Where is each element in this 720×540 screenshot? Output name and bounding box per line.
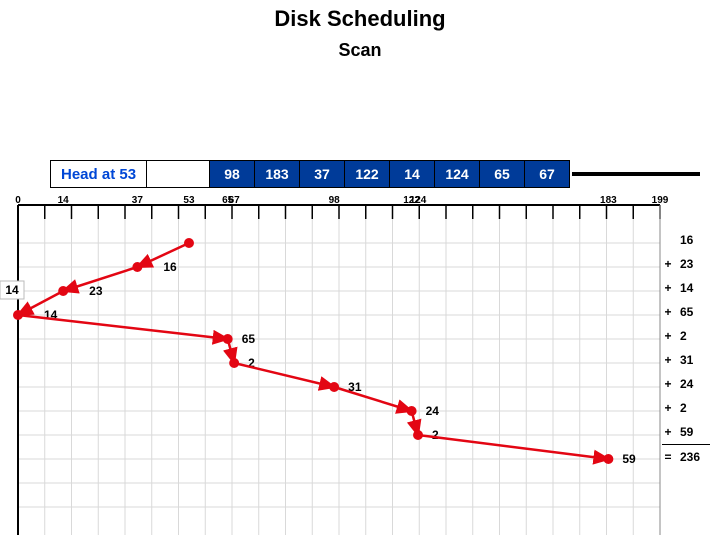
plus-sign: + <box>662 281 674 295</box>
distance-row: +59 <box>662 420 710 444</box>
distance-value: 23 <box>680 257 710 271</box>
distance-row: +14 <box>662 276 710 300</box>
queue-spacer <box>147 160 210 188</box>
axis-tick-label: 183 <box>600 195 617 206</box>
distance-value: 65 <box>680 305 710 319</box>
segment-distance-label: 23 <box>89 284 103 298</box>
distance-column: 16+23+14+65+2+31+24+2+59=236 <box>662 228 710 469</box>
path-segment <box>334 387 411 411</box>
axis-tick-label: 199 <box>652 195 669 206</box>
axis-tick-label: 98 <box>329 195 341 206</box>
path-segment <box>234 363 334 387</box>
queue-cell: 67 <box>525 160 570 188</box>
queue-cell: 98 <box>210 160 255 188</box>
distance-row: 16 <box>662 228 710 252</box>
queue-cell: 14 <box>390 160 435 188</box>
axis-tick-label: 124 <box>410 195 427 206</box>
path-dot <box>603 454 613 464</box>
distance-total: 236 <box>680 450 710 464</box>
queue-bar: Head at 53 98 183 37 122 14 124 65 67 <box>50 160 700 188</box>
distance-total-row: = 236 <box>662 444 710 469</box>
queue-cell: 65 <box>480 160 525 188</box>
distance-value: 24 <box>680 377 710 391</box>
path-segment <box>18 315 228 339</box>
queue-arrow <box>570 160 700 188</box>
distance-value: 31 <box>680 353 710 367</box>
axis-tick-label: 53 <box>183 195 195 206</box>
distance-value: 2 <box>680 329 710 343</box>
distance-row: +23 <box>662 252 710 276</box>
axis-tick-label: 14 <box>58 195 70 206</box>
plus-sign: + <box>662 305 674 319</box>
distance-row: +65 <box>662 300 710 324</box>
distance-row: +24 <box>662 372 710 396</box>
plus-sign: + <box>662 329 674 343</box>
path-dot <box>58 286 68 296</box>
plus-sign: + <box>662 401 674 415</box>
equals-sign: = <box>662 450 674 464</box>
queue-cell: 37 <box>300 160 345 188</box>
scan-diagram: 0143753656798122124183199162314652312425… <box>0 195 720 540</box>
segment-distance-label: 24 <box>426 404 440 418</box>
distance-value: 59 <box>680 425 710 439</box>
plus-sign: + <box>662 377 674 391</box>
axis-tick-label: 67 <box>229 195 241 206</box>
plus-sign: + <box>662 425 674 439</box>
segment-distance-label: 65 <box>242 332 256 346</box>
plus-sign: + <box>662 353 674 367</box>
distance-value: 14 <box>680 281 710 295</box>
axis-tick-label: 37 <box>132 195 144 206</box>
distance-value: 2 <box>680 401 710 415</box>
page-title: Disk Scheduling <box>0 6 720 32</box>
seek-label-14: 14 <box>5 283 19 297</box>
queue-cell: 183 <box>255 160 300 188</box>
segment-distance-label: 16 <box>163 260 177 274</box>
axis-tick-label: 0 <box>15 195 21 206</box>
distance-value: 16 <box>680 233 710 247</box>
segment-distance-label: 59 <box>622 452 636 466</box>
distance-row: +2 <box>662 396 710 420</box>
distance-row: +2 <box>662 324 710 348</box>
plus-sign: + <box>662 257 674 271</box>
segment-distance-label: 2 <box>432 428 439 442</box>
queue-cell: 122 <box>345 160 390 188</box>
page-subtitle: Scan <box>0 40 720 61</box>
queue-cell: 124 <box>435 160 480 188</box>
distance-row: +31 <box>662 348 710 372</box>
head-position-box: Head at 53 <box>50 160 147 188</box>
